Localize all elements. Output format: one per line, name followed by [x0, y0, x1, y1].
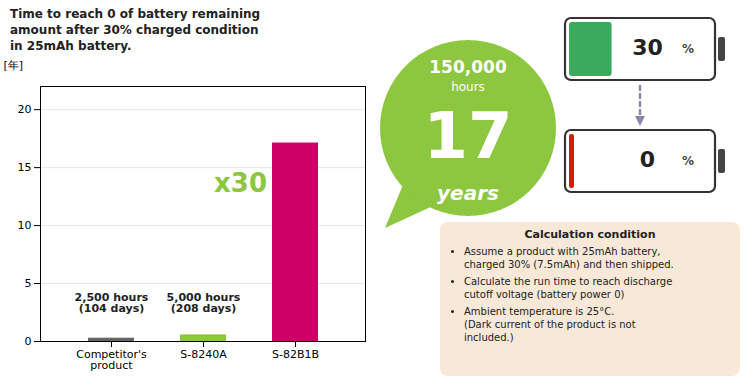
svg-text:5: 5	[25, 277, 32, 290]
svg-text:years: years	[437, 181, 499, 205]
html-text:Calculation condition: Calculation condition	[524, 228, 656, 241]
svg-text:20: 20	[18, 103, 32, 116]
svg-text:Competitor'sproduct: Competitor'sproduct	[76, 348, 147, 372]
html-text:Ambient temperature is 25°C. (: Ambient temperature is 25°C. (Dark curre…	[464, 306, 636, 343]
svg-text:x30: x30	[214, 168, 267, 198]
svg-text:%: %	[682, 42, 694, 56]
svg-text:15: 15	[18, 161, 32, 174]
svg-text:hours: hours	[451, 80, 485, 94]
svg-text:%: %	[682, 154, 694, 168]
html-text:Calculate the run time to reac: Calculate the run time to reach discharg…	[464, 276, 673, 300]
html-text:Time to reach 0 of battery rem: Time to reach 0 of battery remaining amo…	[10, 7, 261, 53]
svg-text:S-82B1B: S-82B1B	[272, 348, 319, 361]
svg-text:17: 17	[423, 99, 512, 173]
svg-text:2,500 hours(104 days): 2,500 hours(104 days)	[75, 291, 149, 315]
svg-text:10: 10	[18, 219, 32, 232]
svg-text:0: 0	[640, 147, 655, 172]
svg-text:5,000 hours(208 days): 5,000 hours(208 days)	[167, 291, 241, 315]
svg-text:[年]: [年]	[4, 59, 24, 72]
html-text:Assume a product with 25mAh ba: Assume a product with 25mAh battery, cha…	[464, 246, 674, 270]
svg-text:30: 30	[632, 35, 663, 60]
svg-text:S-8240A: S-8240A	[180, 348, 227, 361]
svg-text:150,000: 150,000	[429, 57, 507, 77]
svg-text:0: 0	[25, 335, 32, 348]
